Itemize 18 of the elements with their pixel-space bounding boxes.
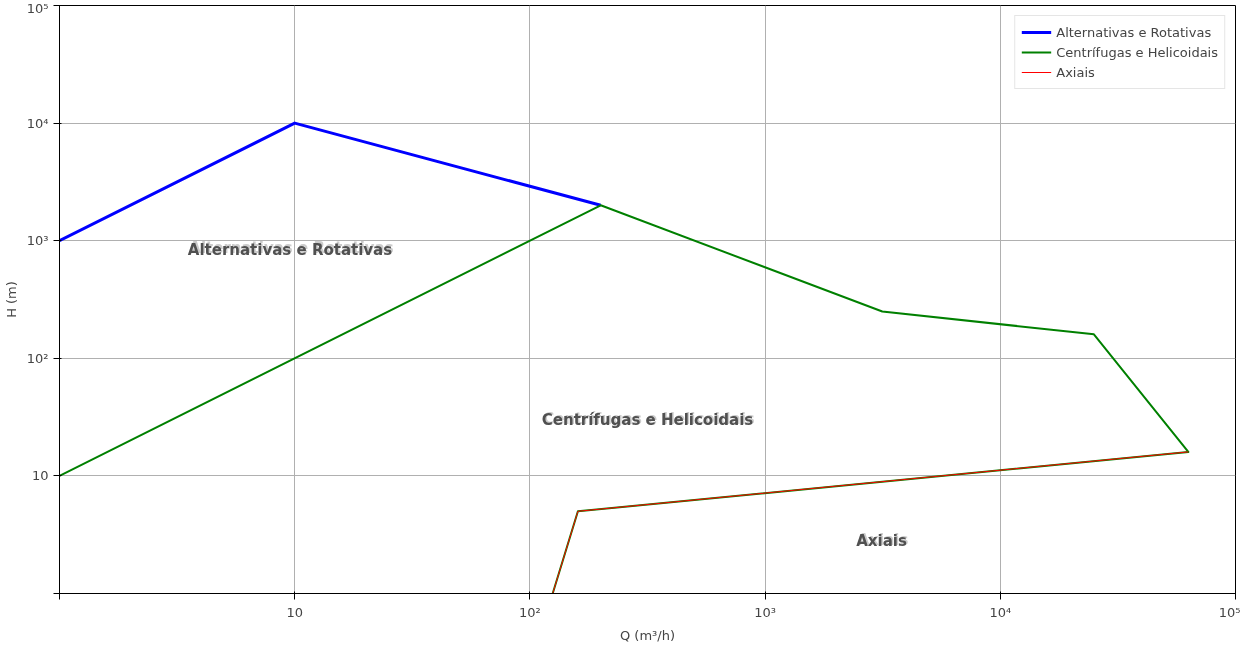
x-axis-title: Q (m³/h) — [620, 627, 676, 643]
legend-label: Alternativas e Rotativas — [1056, 24, 1212, 40]
annotation: Axiais — [857, 530, 909, 549]
annotation: Alternativas e Rotativas — [187, 240, 393, 259]
y-tick-label: 10⁴ — [26, 115, 49, 131]
x-tick-label: 10⁵ — [1218, 604, 1241, 620]
y-tick-label: 10⁵ — [26, 0, 49, 16]
x-tick-label: 10² — [519, 604, 541, 620]
y-tick-label: 10² — [26, 350, 49, 366]
x-tick-label: 10 — [286, 604, 303, 620]
annotation: Centrífugas e Helicoidais — [541, 411, 754, 430]
y-axis-title: H (m) — [3, 281, 19, 318]
y-tick-label: 10³ — [26, 233, 49, 249]
legend-label: Centrífugas e Helicoidais — [1056, 44, 1218, 60]
x-tick-label: 10⁴ — [989, 604, 1012, 620]
x-tick-label: 10³ — [754, 604, 776, 620]
y-tick-label: 10 — [31, 468, 49, 484]
legend-label: Axiais — [1056, 64, 1095, 80]
